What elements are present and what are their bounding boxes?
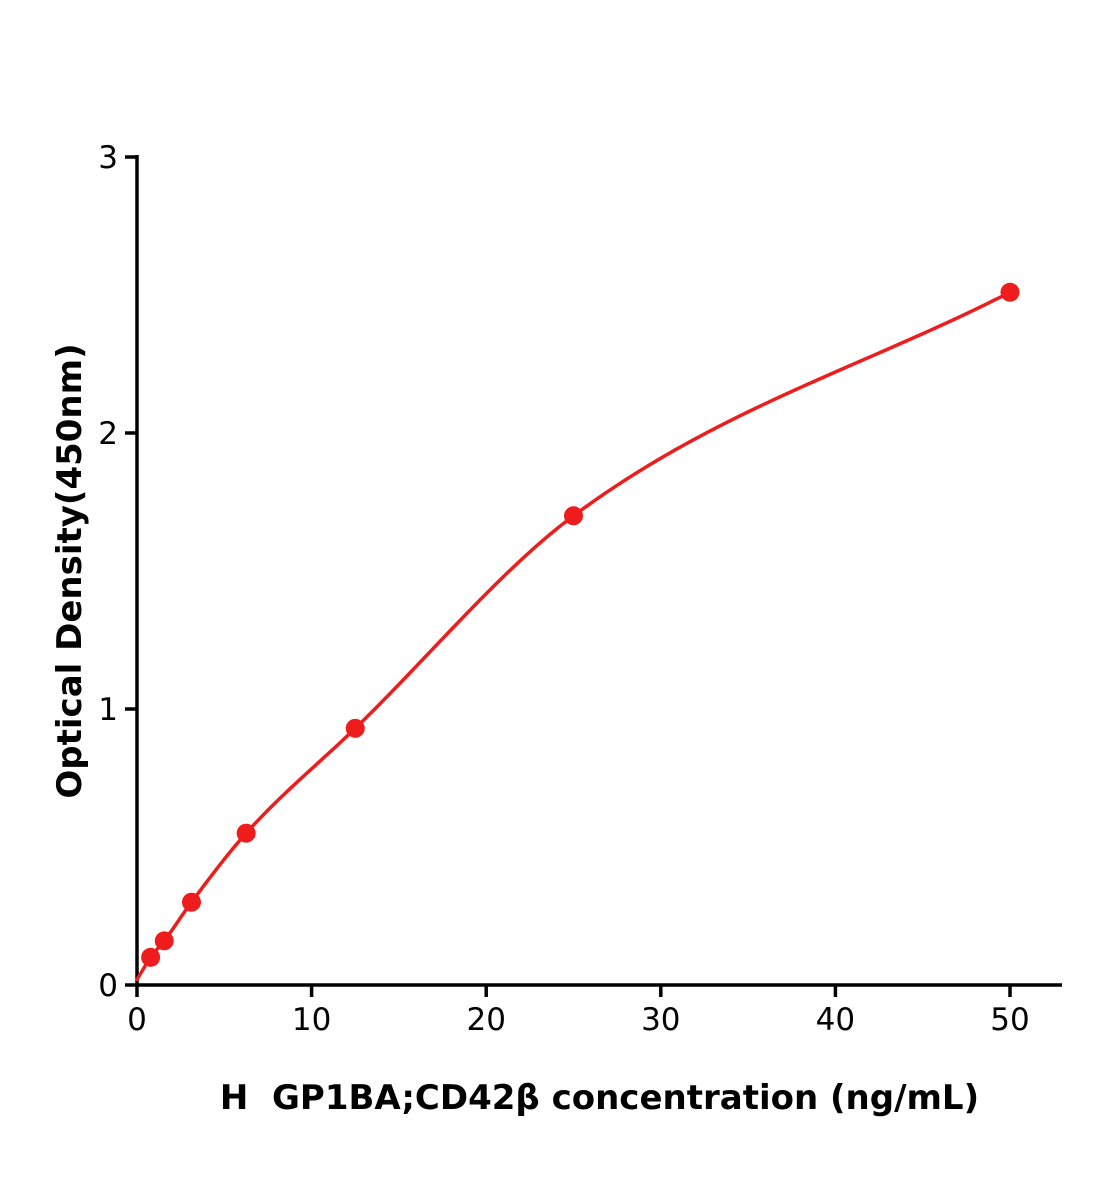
x-tick-label: 0 [127, 1002, 147, 1038]
x-tick-label: 10 [292, 1002, 331, 1038]
fit-curve [135, 290, 1012, 982]
data-point [154, 931, 174, 951]
x-tick-label: 30 [641, 1002, 680, 1038]
data-point [236, 823, 256, 843]
data-point [141, 947, 161, 967]
x-tick-label: 50 [990, 1002, 1029, 1038]
y-tick-label: 1 [98, 692, 118, 728]
y-tick-label: 2 [98, 416, 118, 452]
data-point [181, 892, 201, 912]
y-axis-label: Optical Density(450nm) [50, 343, 90, 799]
x-axis-label: H GP1BA;CD42β concentration (ng/mL) [219, 1078, 980, 1118]
y-tick-label: 0 [98, 968, 118, 1004]
y-tick-label: 3 [98, 140, 118, 176]
data-point [345, 718, 365, 738]
x-tick-label: 20 [466, 1002, 505, 1038]
x-tick-label: 40 [816, 1002, 855, 1038]
data-point [1000, 282, 1020, 302]
data-point [564, 506, 583, 526]
